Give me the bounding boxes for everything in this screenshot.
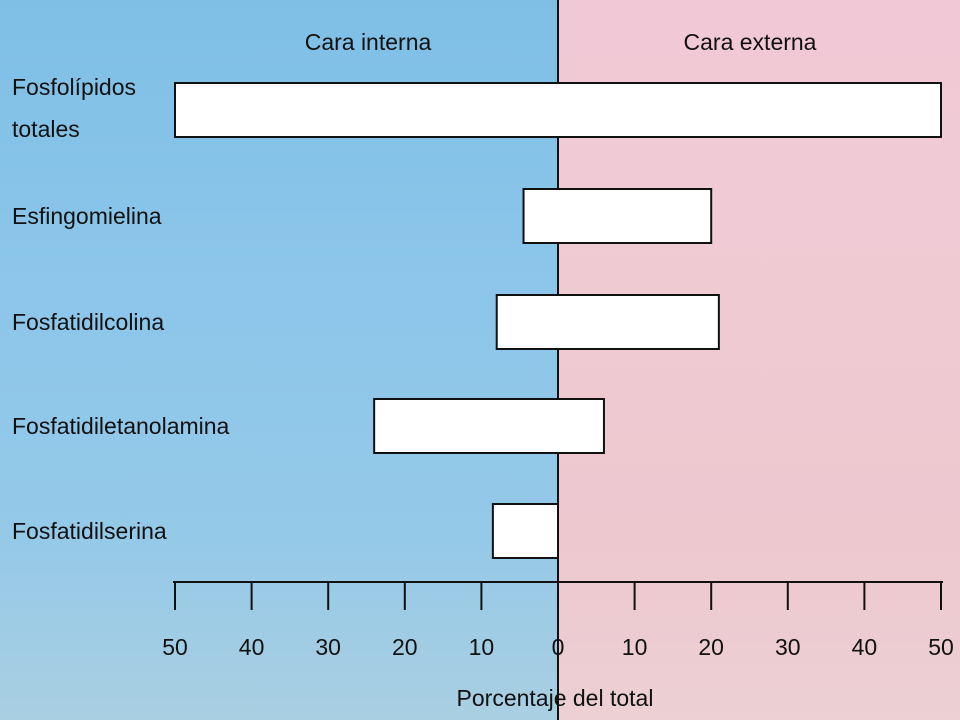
category-label: Fosfolípidos totales <box>12 74 136 142</box>
x-tick-label: 20 <box>392 634 418 660</box>
x-tick-label: 30 <box>775 634 801 660</box>
bar-fosfatidilcolina <box>495 294 720 350</box>
x-tick-label: 10 <box>469 634 495 660</box>
x-tick-label: 0 <box>552 634 565 660</box>
category-label: Fosfatidilserina <box>12 518 167 544</box>
header-outer-face: Cara externa <box>684 29 817 55</box>
x-tick-label: 10 <box>622 634 648 660</box>
x-axis-title: Porcentaje del total <box>457 685 654 711</box>
x-tick-label: 30 <box>315 634 341 660</box>
bar-esfingomielina <box>522 188 713 244</box>
bar-fosfolípidos-totales <box>174 82 942 138</box>
header-inner-face: Cara interna <box>305 29 432 55</box>
bar-fosfatidiletanolamina <box>373 398 605 454</box>
x-tick-label: 50 <box>162 634 188 660</box>
category-label: Esfingomielina <box>12 203 162 229</box>
x-tick-label: 20 <box>698 634 724 660</box>
x-tick-label: 40 <box>239 634 265 660</box>
category-label: Fosfatidiletanolamina <box>12 413 230 439</box>
x-tick-label: 40 <box>852 634 878 660</box>
bar-fosfatidilserina <box>491 503 560 559</box>
category-label: Fosfatidilcolina <box>12 309 164 335</box>
x-tick-label: 50 <box>928 634 954 660</box>
